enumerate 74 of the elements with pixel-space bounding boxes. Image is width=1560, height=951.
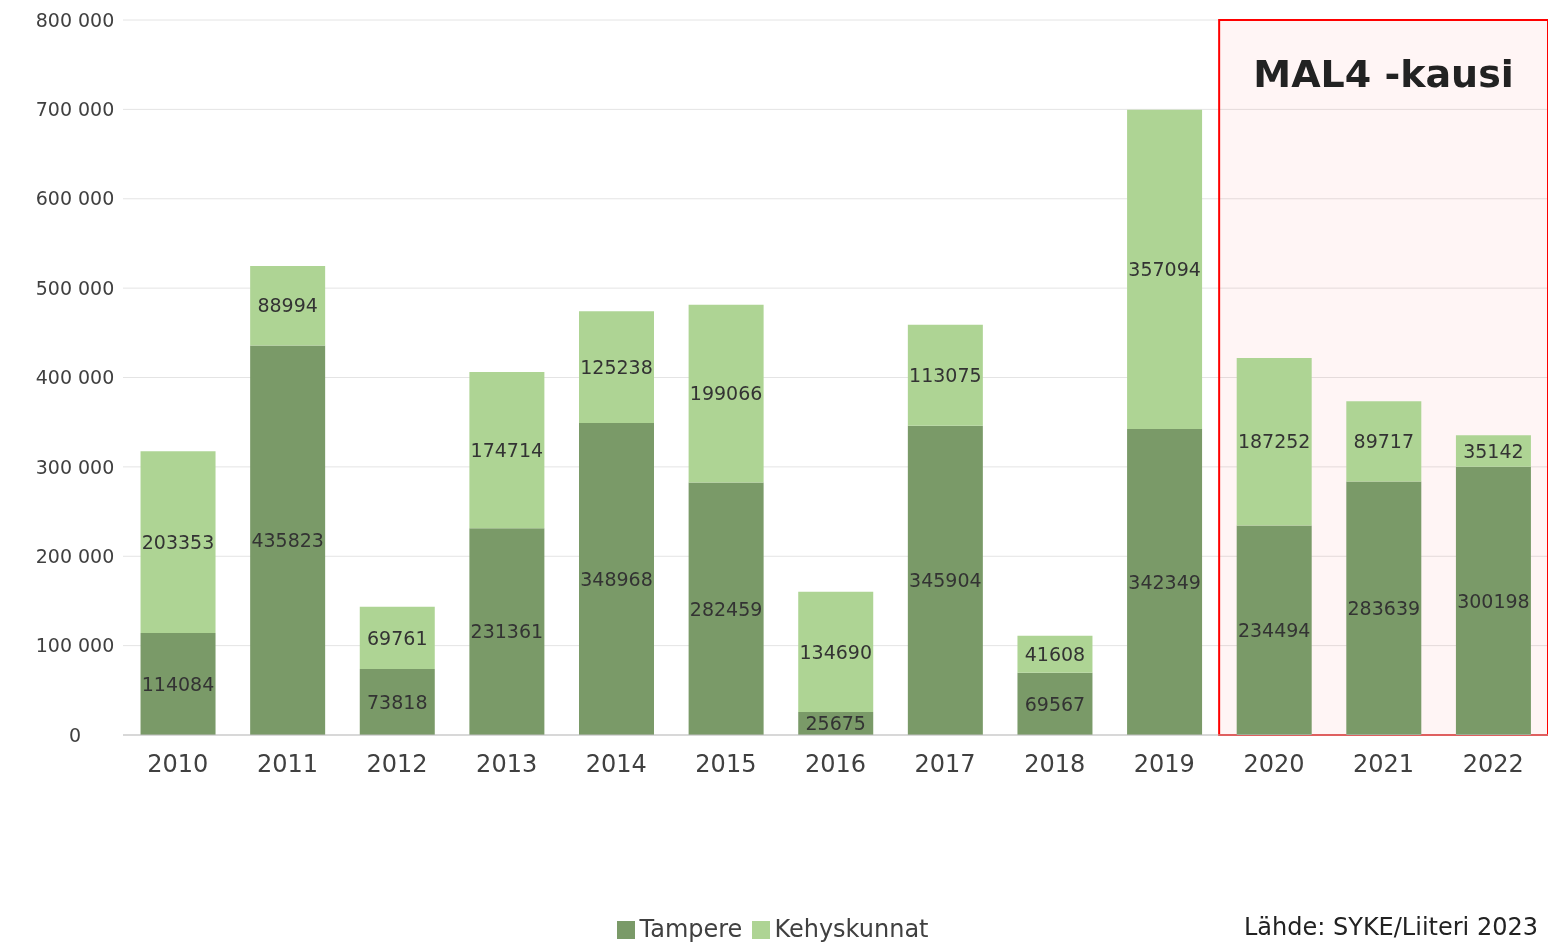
x-tick-label: 2020 [1243,750,1305,779]
bar [688,482,764,735]
y-tick-label: 200 000 [35,544,115,567]
data-label: 435823 [251,528,324,551]
data-label: 41608 [1024,642,1086,665]
data-label: 69761 [367,626,428,649]
bar [1236,358,1312,526]
legend-label: Kehyskunnat [774,915,929,943]
bar [359,606,435,670]
data-label: 345904 [909,569,982,592]
data-label: 134690 [799,640,872,663]
x-tick-label: 2013 [476,750,538,779]
data-label: 125238 [580,355,653,378]
data-label: 203353 [141,530,215,553]
data-label: 174714 [470,438,544,461]
x-tick-label: 2022 [1462,750,1524,779]
x-tick-label: 2011 [256,750,318,779]
x-tick-label: 2016 [804,750,867,779]
y-tick-label: 300 000 [35,455,115,478]
bar [907,425,983,735]
y-tick-label: 100 000 [35,634,115,657]
data-label: 73818 [367,690,428,713]
y-tick-label: 0 [68,723,82,746]
x-tick-label: 2010 [147,750,209,779]
x-tick-label: 2017 [914,750,976,779]
data-label: 283639 [1347,596,1421,619]
x-tick-label: 2018 [1024,750,1086,779]
bar [579,423,654,735]
bar [1346,401,1422,482]
bar [1346,481,1422,735]
x-tick-label: 2015 [695,750,757,779]
data-label: 113075 [909,364,982,387]
y-tick-label: 600 000 [35,187,115,210]
bar [250,345,326,735]
data-label: 89717 [1353,430,1415,453]
data-label: 25675 [805,712,866,735]
bar [140,633,216,735]
bar [1455,466,1531,735]
data-label: 234494 [1237,618,1311,641]
y-tick-label: 800 000 [35,8,115,31]
legend-label: Tampere [639,915,743,943]
x-tick-label: 2021 [1353,750,1415,779]
data-label: 114084 [141,672,215,695]
data-label: 199066 [689,382,763,405]
bar [469,372,545,529]
data-label: 88994 [257,294,318,317]
data-label: 348968 [580,567,653,590]
bar [688,304,764,483]
bar [1127,109,1203,430]
bar [1127,429,1203,735]
data-label: 187252 [1237,430,1311,453]
bar [907,324,983,426]
y-tick-label: 500 000 [35,276,115,299]
text: Lähde: SYKE/Liiteri 2023 [1243,913,1538,941]
bar [469,528,545,735]
bar [250,265,326,346]
bar [798,591,874,713]
y-tick-label: 400 000 [35,366,115,389]
data-label: 231361 [470,620,544,643]
data-label: 357094 [1128,258,1201,281]
data-label: 69567 [1024,692,1086,715]
bar [359,669,435,735]
x-tick-label: 2014 [585,750,647,779]
y-tick-label: 700 000 [35,98,115,121]
x-tick-label: 2012 [366,750,428,779]
data-label: 35142 [1463,439,1524,462]
data-label: 282459 [689,597,763,620]
data-label: 300198 [1457,589,1530,612]
x-tick-label: 2019 [1133,750,1195,779]
band-label: MAL4 -kausi [1253,51,1514,96]
bar [1236,525,1312,735]
data-label: 342349 [1128,570,1201,593]
bar [140,451,216,634]
bar [579,311,654,424]
